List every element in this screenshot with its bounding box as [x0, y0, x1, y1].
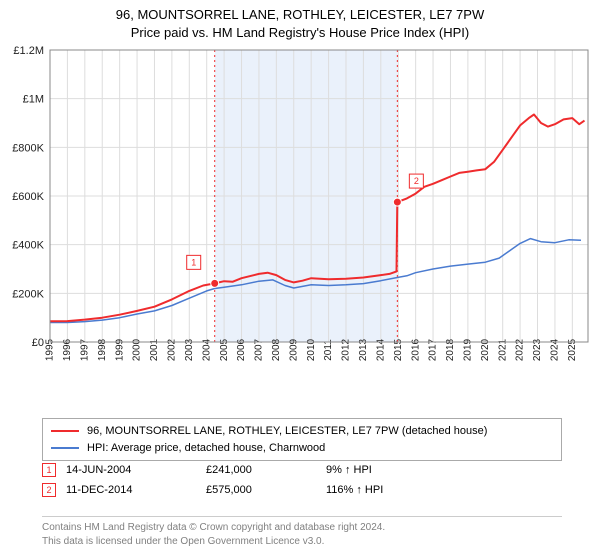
svg-text:£1.2M: £1.2M: [13, 45, 44, 57]
legend-row-price: 96, MOUNTSORREL LANE, ROTHLEY, LEICESTER…: [51, 423, 553, 440]
svg-text:£400K: £400K: [12, 240, 44, 252]
legend-row-hpi: HPI: Average price, detached house, Char…: [51, 440, 553, 457]
svg-text:£800K: £800K: [12, 142, 44, 154]
chart-container: 96, MOUNTSORREL LANE, ROTHLEY, LEICESTER…: [0, 0, 600, 560]
sale-price-2: £575,000: [206, 484, 316, 496]
legend-label-hpi: HPI: Average price, detached house, Char…: [87, 440, 325, 457]
legend-swatch-price: [51, 430, 79, 432]
chart-title: 96, MOUNTSORREL LANE, ROTHLEY, LEICESTER…: [0, 0, 600, 41]
sale-pct-2: 116% ↑ HPI: [326, 484, 456, 496]
sale-marker-1: 1: [42, 463, 56, 477]
sale-pct-1: 9% ↑ HPI: [326, 464, 456, 476]
legend-label-price: 96, MOUNTSORREL LANE, ROTHLEY, LEICESTER…: [87, 423, 487, 440]
svg-text:£200K: £200K: [12, 288, 44, 300]
chart-plot: £0£200K£400K£600K£800K£1M£1.2M1995199619…: [0, 42, 600, 412]
footer: Contains HM Land Registry data © Crown c…: [42, 516, 562, 548]
sale-price-1: £241,000: [206, 464, 316, 476]
footer-line1: Contains HM Land Registry data © Crown c…: [42, 521, 562, 535]
svg-text:2: 2: [414, 176, 419, 186]
svg-text:£600K: £600K: [12, 191, 44, 203]
title-line1: 96, MOUNTSORREL LANE, ROTHLEY, LEICESTER…: [0, 6, 600, 24]
svg-text:£0: £0: [32, 337, 44, 349]
svg-text:1: 1: [191, 257, 196, 267]
sale-marker-2: 2: [42, 483, 56, 497]
sale-row-2: 2 11-DEC-2014 £575,000 116% ↑ HPI: [42, 480, 562, 500]
sales-table: 1 14-JUN-2004 £241,000 9% ↑ HPI 2 11-DEC…: [42, 460, 562, 500]
chart-svg: £0£200K£400K£600K£800K£1M£1.2M1995199619…: [0, 42, 600, 412]
footer-line2: This data is licensed under the Open Gov…: [42, 535, 562, 549]
svg-text:£1M: £1M: [23, 94, 44, 106]
sale-row-1: 1 14-JUN-2004 £241,000 9% ↑ HPI: [42, 460, 562, 480]
sale-date-1: 14-JUN-2004: [66, 464, 196, 476]
legend: 96, MOUNTSORREL LANE, ROTHLEY, LEICESTER…: [42, 418, 562, 461]
title-line2: Price paid vs. HM Land Registry's House …: [0, 24, 600, 42]
legend-swatch-hpi: [51, 447, 79, 449]
sale-date-2: 11-DEC-2014: [66, 484, 196, 496]
